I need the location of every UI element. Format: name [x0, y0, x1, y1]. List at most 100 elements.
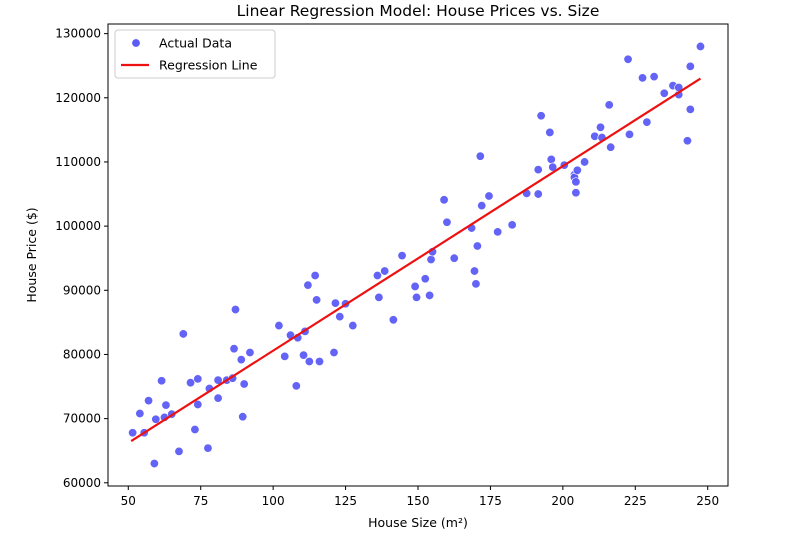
data-point	[642, 117, 652, 127]
data-point	[190, 425, 200, 435]
y-tick-label: 90000	[63, 283, 101, 297]
data-point	[380, 266, 390, 276]
data-point	[533, 165, 543, 175]
data-point	[442, 217, 452, 227]
data-point	[178, 329, 188, 339]
data-point	[230, 305, 240, 315]
data-point	[475, 151, 485, 161]
data-point	[238, 412, 248, 422]
data-point	[312, 295, 322, 305]
data-point	[412, 292, 422, 302]
legend-box	[114, 29, 276, 79]
data-point	[638, 73, 648, 83]
data-point	[229, 344, 239, 354]
data-point	[533, 189, 543, 199]
data-point	[546, 154, 556, 164]
data-point	[545, 127, 555, 137]
x-tick-label: 200	[551, 494, 574, 508]
x-tick-label: 250	[696, 494, 719, 508]
data-point	[157, 376, 167, 386]
data-point	[374, 292, 384, 302]
data-point	[685, 61, 695, 71]
x-tick-label: 100	[262, 494, 285, 508]
x-tick-label: 175	[479, 494, 502, 508]
y-axis-label: House Price ($)	[24, 207, 39, 302]
data-point	[571, 177, 581, 187]
chart-title: Linear Regression Model: House Prices vs…	[237, 2, 600, 20]
legend-label-regression-line: Regression Line	[159, 58, 258, 73]
data-point	[572, 165, 582, 175]
data-point	[580, 157, 590, 167]
data-point	[151, 414, 161, 424]
x-tick-label: 225	[624, 494, 647, 508]
plot-area	[128, 41, 705, 469]
data-point	[236, 355, 246, 365]
data-point	[330, 298, 340, 308]
x-axis: 50 75 100 125 150 175 200 225 250	[121, 486, 719, 508]
data-point	[348, 321, 358, 331]
data-point	[245, 348, 255, 358]
y-tick-label: 130000	[55, 27, 101, 41]
data-point	[193, 374, 203, 384]
regression-line	[130, 77, 702, 443]
data-point	[397, 251, 407, 261]
y-tick-label: 60000	[63, 476, 101, 490]
x-tick-label: 75	[193, 494, 208, 508]
data-point	[685, 104, 695, 114]
data-point	[596, 122, 606, 132]
data-point	[291, 381, 301, 391]
data-point	[472, 241, 482, 251]
data-point	[624, 129, 634, 139]
data-point	[606, 142, 616, 152]
data-point	[426, 254, 436, 264]
data-point	[135, 408, 145, 418]
data-point	[682, 136, 692, 146]
data-point	[695, 41, 705, 51]
data-point	[477, 201, 487, 211]
data-point	[303, 280, 313, 290]
legend-scatter-marker	[131, 38, 141, 48]
data-point	[193, 400, 203, 410]
x-axis-label: House Size (m²)	[368, 515, 468, 530]
data-point	[310, 271, 320, 281]
data-point	[186, 378, 196, 388]
data-point	[536, 111, 546, 121]
data-point	[449, 253, 459, 263]
data-point	[659, 88, 669, 98]
data-point	[161, 400, 171, 410]
data-point	[314, 357, 324, 367]
data-point	[304, 357, 314, 367]
y-tick-label: 110000	[55, 155, 101, 169]
data-point	[239, 379, 249, 389]
y-axis: 60000 70000 80000 90000 100000 110000 120000 13…	[55, 27, 108, 490]
legend-label-actual-data: Actual Data	[159, 36, 232, 51]
data-point	[623, 54, 633, 64]
y-tick-label: 100000	[55, 219, 101, 233]
data-point	[471, 279, 481, 289]
data-point	[507, 220, 517, 230]
data-point	[425, 290, 435, 300]
data-point	[128, 428, 138, 438]
data-point	[203, 443, 213, 453]
data-point	[649, 72, 659, 82]
data-point	[329, 348, 339, 358]
data-point	[274, 321, 284, 331]
data-point	[213, 393, 223, 403]
y-tick-label: 70000	[63, 412, 101, 426]
data-point	[144, 396, 154, 406]
data-point	[571, 188, 581, 198]
data-point	[469, 266, 479, 276]
data-point	[299, 350, 309, 360]
data-point	[335, 312, 345, 322]
y-tick-label: 120000	[55, 91, 101, 105]
data-point	[484, 191, 494, 201]
data-point	[174, 446, 184, 456]
y-tick-label: 80000	[63, 347, 101, 361]
data-point	[372, 271, 382, 281]
x-tick-label: 125	[334, 494, 357, 508]
data-point	[410, 281, 420, 291]
data-point	[548, 162, 558, 172]
data-point	[420, 274, 430, 284]
